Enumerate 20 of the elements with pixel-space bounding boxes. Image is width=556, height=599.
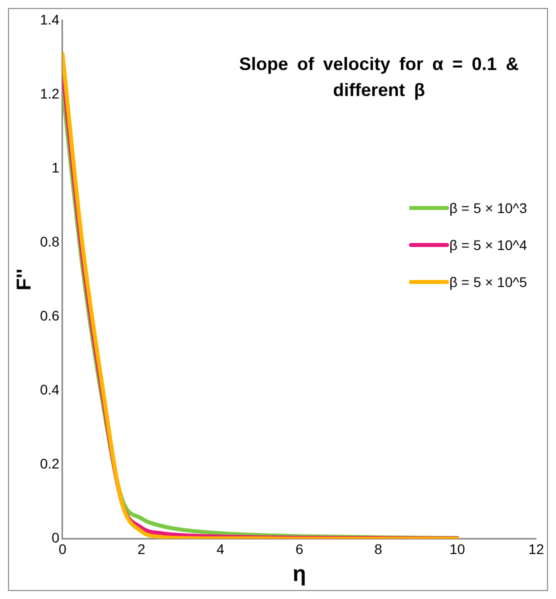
y-tick-label: 0.4	[40, 382, 60, 398]
legend-label: β = 5 × 10^5	[449, 274, 527, 290]
y-tick-label: 1.2	[40, 85, 60, 102]
legend-label: β = 5 × 10^4	[449, 236, 527, 252]
x-tick-label: 4	[216, 541, 224, 558]
x-tick-label: 6	[295, 541, 304, 558]
x-axis-title: η	[292, 560, 306, 586]
text: Slope of velocity for α = 0.1 & different β	[238, 53, 520, 102]
y-axis-title: F''	[14, 268, 36, 290]
x-tick-label: 8	[374, 541, 382, 558]
y-tick-label: 0.8	[40, 233, 60, 250]
x-tick-label: 12	[528, 541, 544, 558]
x-tick-label: 10	[449, 541, 466, 558]
legend-label: β = 5 × 10^3	[449, 200, 527, 216]
x-tick-label: 2	[138, 541, 146, 558]
y-tick-label: 1	[52, 159, 60, 176]
y-tick-label: 0.6	[40, 307, 60, 324]
y-tick-label: 1.4	[40, 11, 60, 28]
y-tick-label: 0.2	[40, 456, 60, 472]
y-tick-label: 0	[52, 530, 60, 546]
